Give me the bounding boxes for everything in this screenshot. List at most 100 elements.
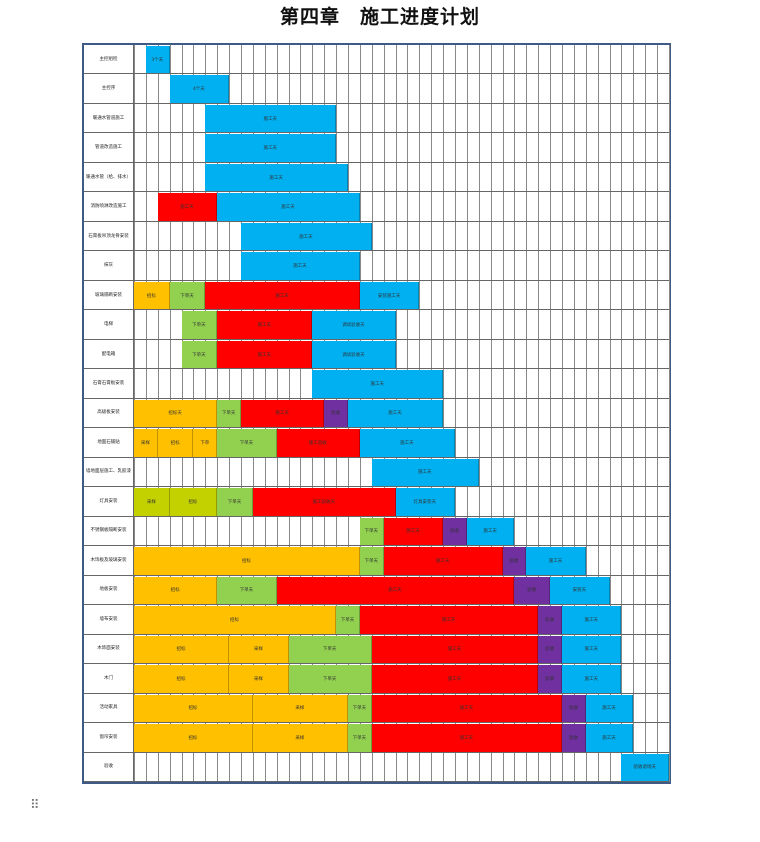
- task-label: 木门: [84, 664, 134, 694]
- task-bar-red: 施工天: [157, 193, 218, 221]
- task-bar-olive: 招标: [169, 488, 218, 516]
- drag-handle-icon[interactable]: ⠿: [30, 798, 40, 813]
- task-bar-purple: 验收: [443, 517, 467, 546]
- task-bar-blue: 施工天: [359, 429, 455, 457]
- task-bar-orange: 招标: [134, 694, 253, 723]
- grid-row-line: [134, 692, 669, 694]
- grid-column-line: [514, 45, 516, 782]
- task-label: 木饰板及玻璃安装: [84, 546, 134, 576]
- task-bar-green: 下单天: [288, 665, 372, 693]
- task-bar-green: 下单天: [181, 311, 218, 339]
- grid-row-line: [134, 781, 669, 782]
- task-label: 不锈钢板隔断安装: [84, 516, 134, 547]
- task-label: 窗帘安装: [84, 723, 134, 753]
- task-bar-orange: 招标: [134, 547, 360, 575]
- page-title: 第四章 施工进度计划: [279, 6, 480, 28]
- grid-column-line: [609, 45, 611, 782]
- task-bar-green: 下单天: [169, 281, 206, 310]
- grid-row-line: [134, 161, 669, 163]
- grid-column-line: [550, 45, 552, 782]
- task-label: 墙布安装: [84, 605, 134, 635]
- task-label: 墙地面层施工、乳胶漆: [84, 457, 134, 488]
- grid-column-line: [538, 45, 540, 782]
- task-bar-blue: 施工天: [217, 193, 360, 221]
- task-bar-red: 施工天: [205, 281, 360, 310]
- task-bar-green: 下单天: [217, 576, 277, 605]
- task-bar-blue: 施工天: [466, 517, 515, 546]
- task-bar-orange: 采样: [252, 724, 348, 752]
- grid-row-line: [134, 191, 669, 193]
- grid-row-line: [134, 427, 669, 429]
- task-label: 地板安装: [84, 575, 134, 606]
- task-bar-red: 施工验收: [276, 429, 360, 457]
- grid-row-line: [134, 368, 669, 370]
- task-bar-blue: 安装天: [550, 576, 610, 605]
- task-label: 主控序: [84, 74, 134, 104]
- task-label: 玻璃隔断安装: [84, 280, 134, 311]
- grid-column-line: [562, 45, 563, 782]
- task-label: 石膏板吊顶龙骨安装: [84, 221, 134, 252]
- schedule-gantt-chart: 主控组检 3个天 主控序 4个天 暖通水管道施工 施工天 管道改造施工 施工天 暖通水管（给、排…: [82, 43, 671, 784]
- task-bar-blue: 施工天: [562, 606, 622, 634]
- task-bar-red: 施工天: [241, 399, 325, 428]
- task-bar-green: 下单天: [348, 694, 372, 723]
- grid-row-line: [134, 132, 669, 134]
- grid-column-line: [478, 45, 480, 782]
- task-bar-orange: 招标: [134, 576, 218, 605]
- task-bar-green: 下单天: [181, 340, 218, 369]
- grid-column-line: [490, 45, 492, 782]
- task-bar-blue: 施工天: [205, 134, 337, 162]
- grid-row-line: [134, 73, 669, 75]
- task-bar-red: 施工天: [217, 311, 313, 339]
- grid-column-line: [466, 45, 468, 782]
- grid-column-line: [621, 45, 623, 782]
- task-bar-red: 施工天: [359, 606, 539, 634]
- task-bar-purple: 验收: [538, 665, 562, 693]
- task-bar-blue: 施工天: [312, 370, 444, 398]
- task-bar-orange: 招标: [134, 635, 230, 664]
- grid-row-line: [134, 250, 669, 252]
- task-bar-green: 下单天: [217, 399, 241, 428]
- task-bar-blue: 验收退场天: [621, 753, 669, 781]
- grid-column-line: [573, 45, 575, 782]
- task-bar-purple: 验收: [538, 606, 562, 634]
- task-bar-blue: 3个天: [145, 46, 170, 74]
- task-bar-orange: 招标: [157, 429, 194, 457]
- grid-column-line: [455, 45, 456, 782]
- task-label: 验收: [84, 752, 134, 782]
- task-bar-blue: 安装施工天: [359, 281, 420, 310]
- task-bar-green: 下单天: [217, 488, 253, 516]
- task-bar-blue: 施工天: [348, 399, 444, 428]
- task-bar-orange: 招标天: [134, 399, 218, 428]
- task-bar-blue: 调试验收天: [312, 311, 396, 339]
- task-label: 暖通水管（给、排水）: [84, 162, 134, 193]
- task-bar-blue: 施工天: [562, 665, 622, 693]
- task-bar-orange: 采样: [252, 694, 348, 723]
- task-bar-red: 施工天: [371, 665, 539, 693]
- task-label: 配电箱: [84, 339, 134, 370]
- task-label: 活动家具: [84, 693, 134, 724]
- task-bar-green: 下单天: [359, 517, 384, 546]
- grid-column-line: [633, 45, 635, 782]
- grid-column-line: [645, 45, 647, 782]
- grid-row-line: [134, 751, 669, 753]
- grid-row-line: [134, 397, 669, 399]
- task-bar-blue: 施工天: [562, 635, 622, 664]
- grid-column-line: [597, 45, 599, 782]
- task-bar-purple: 验收: [502, 547, 527, 575]
- task-bar-orange: 采样: [229, 665, 289, 693]
- task-bar-blue: 施工天: [371, 458, 479, 487]
- task-bar-blue: 施工天: [241, 222, 372, 251]
- grid-column-line: [526, 45, 528, 782]
- grid-row-line: [134, 486, 669, 488]
- task-bar-orange: 招标: [134, 606, 337, 634]
- task-label: 高级板安装: [84, 398, 134, 429]
- task-label: 电梯: [84, 310, 134, 340]
- task-bar-purple: 验收: [562, 694, 586, 723]
- task-bar-blue: 调试验收天: [312, 340, 396, 369]
- task-bar-blue: 施工天: [241, 252, 360, 280]
- grid-row-line: [134, 220, 669, 222]
- task-bar-red: 施工天: [276, 576, 515, 605]
- task-bar-purple: 验收: [538, 635, 562, 664]
- task-bar-blue: 灯具安装天: [395, 488, 455, 516]
